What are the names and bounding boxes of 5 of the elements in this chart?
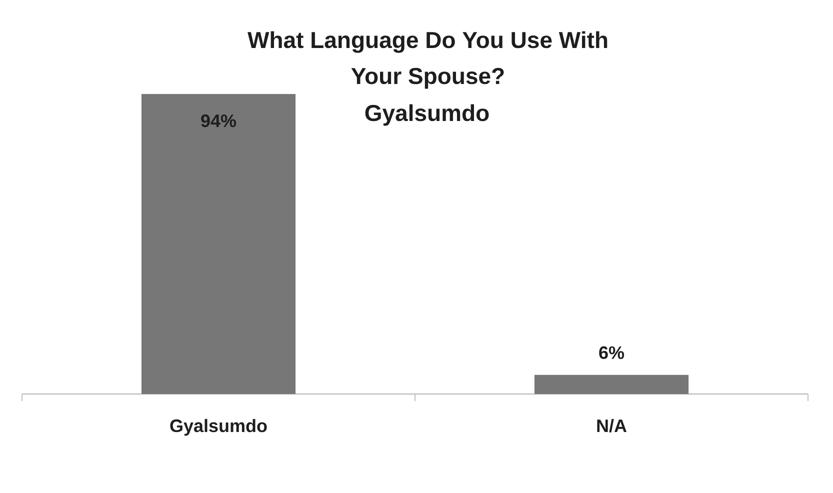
x-tick-label: N/A <box>597 418 627 432</box>
chart-subtitle: Gyalsumdo <box>365 104 489 126</box>
data-label: 94% <box>201 114 236 128</box>
chart-title: What Language Do You Use With Your Spouse? <box>248 31 608 89</box>
data-label: 6% <box>599 346 624 360</box>
